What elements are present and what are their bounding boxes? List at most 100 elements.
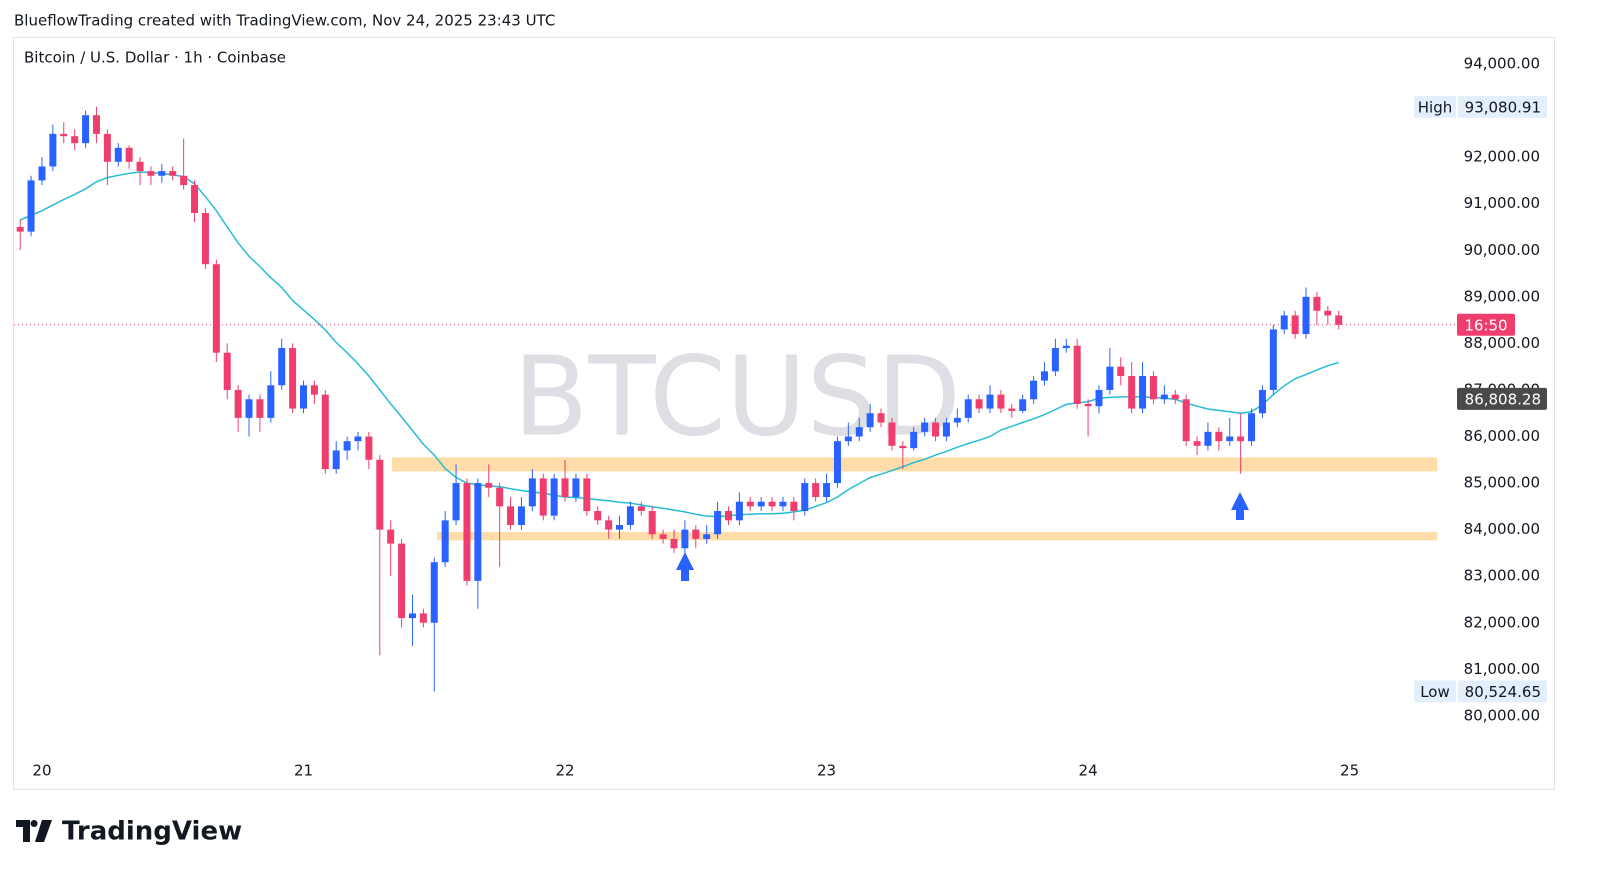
x-tick-label: 23 bbox=[817, 762, 836, 780]
candle-body bbox=[71, 136, 79, 144]
candle-body bbox=[234, 389, 242, 418]
candle-body bbox=[626, 506, 634, 525]
candle-body bbox=[1095, 389, 1103, 407]
candle-body bbox=[387, 529, 395, 544]
candle-body bbox=[278, 348, 286, 386]
candle-body bbox=[605, 520, 613, 530]
logo-icon bbox=[16, 820, 52, 842]
y-tick-label: 82,000.00 bbox=[1464, 613, 1540, 631]
candle-body bbox=[60, 133, 68, 137]
zone bbox=[436, 531, 1438, 541]
candle-body bbox=[16, 226, 24, 232]
candle-body bbox=[1280, 315, 1288, 330]
candle-body bbox=[1051, 348, 1059, 372]
candle-body bbox=[245, 399, 253, 418]
candle-body bbox=[191, 185, 199, 214]
candle-body bbox=[201, 213, 209, 265]
candle-body bbox=[343, 441, 351, 451]
candle-body bbox=[1324, 310, 1332, 316]
ma-label-box bbox=[1457, 387, 1547, 410]
y-tick-label: 80,000.00 bbox=[1464, 706, 1540, 724]
candle-body bbox=[964, 399, 972, 418]
candle-body bbox=[790, 501, 798, 512]
candle-body bbox=[419, 613, 427, 623]
candle-body bbox=[300, 385, 308, 409]
extreme-label-value: 93,080.91 bbox=[1465, 98, 1541, 116]
candle-body bbox=[474, 483, 482, 581]
candle-body bbox=[735, 501, 743, 521]
candle-body bbox=[594, 511, 602, 521]
candle-body bbox=[779, 501, 787, 507]
candle-body bbox=[1193, 441, 1201, 446]
candle-body bbox=[507, 506, 515, 525]
candle-body bbox=[1040, 371, 1048, 381]
candle-body bbox=[986, 394, 994, 409]
x-tick-label: 22 bbox=[555, 762, 574, 780]
y-tick-label: 94,000.00 bbox=[1464, 55, 1540, 73]
plot bbox=[14, 106, 1455, 692]
ma-label: 86,808.28 bbox=[1465, 390, 1541, 408]
candle-body bbox=[1237, 436, 1245, 442]
candle-body bbox=[92, 115, 100, 134]
candle-body bbox=[1226, 436, 1234, 442]
candle-body bbox=[1106, 366, 1114, 390]
candle-body bbox=[180, 175, 188, 186]
logo-text: TradingView bbox=[62, 817, 242, 847]
candle-body bbox=[724, 511, 732, 521]
candle-body bbox=[823, 483, 831, 498]
candle-body bbox=[376, 459, 384, 530]
candle-body bbox=[310, 385, 318, 395]
candle-body bbox=[1030, 380, 1038, 400]
candle-body bbox=[103, 133, 111, 162]
candle-body bbox=[1171, 394, 1179, 400]
candle-body bbox=[1215, 431, 1223, 442]
watermark: BTCUSD bbox=[513, 332, 961, 460]
candle-body bbox=[1008, 408, 1016, 411]
arrow-up bbox=[1231, 492, 1249, 520]
candle-body bbox=[550, 478, 558, 516]
candle-body bbox=[1128, 375, 1136, 409]
candle-body bbox=[801, 483, 809, 512]
x-tick-label: 21 bbox=[294, 762, 313, 780]
candle-body bbox=[158, 171, 166, 176]
candle-body bbox=[289, 348, 297, 409]
candle-body bbox=[82, 115, 90, 144]
candle-body bbox=[670, 538, 678, 549]
candle-body bbox=[1182, 399, 1190, 442]
y-tick-label: 83,000.00 bbox=[1464, 567, 1540, 585]
candle-body bbox=[441, 520, 449, 563]
candle-body bbox=[1335, 315, 1343, 325]
candle-body bbox=[583, 478, 591, 512]
candle-body bbox=[1062, 345, 1070, 349]
candle-body bbox=[1204, 431, 1212, 446]
chart-title: Bitcoin / U.S. Dollar · 1h · Coinbase bbox=[24, 49, 286, 67]
countdown-box bbox=[1457, 313, 1515, 336]
candle-body bbox=[561, 478, 569, 498]
candle-body bbox=[147, 171, 155, 176]
candle-body bbox=[866, 413, 874, 428]
x-tick-label: 20 bbox=[32, 762, 51, 780]
y-tick-label: 91,000.00 bbox=[1464, 194, 1540, 212]
candle-body bbox=[768, 501, 776, 507]
candle-body bbox=[1291, 315, 1299, 335]
candle-body bbox=[1139, 375, 1147, 409]
candle-body bbox=[1073, 345, 1081, 404]
candle-body bbox=[714, 511, 722, 535]
candle-body bbox=[812, 483, 820, 498]
y-tick-label: 85,000.00 bbox=[1464, 474, 1540, 492]
candle-body bbox=[1248, 413, 1256, 442]
candle-body bbox=[27, 180, 35, 232]
candle-body bbox=[365, 436, 373, 460]
candle-body bbox=[452, 483, 460, 521]
candle-body bbox=[398, 543, 406, 619]
candle-body bbox=[496, 487, 504, 507]
candle-body bbox=[997, 394, 1005, 409]
candle-body bbox=[681, 529, 689, 549]
candle-body bbox=[136, 161, 144, 172]
candle-body bbox=[114, 147, 122, 162]
candle-body bbox=[223, 352, 231, 390]
candle-body bbox=[485, 483, 493, 488]
y-tick-label: 90,000.00 bbox=[1464, 241, 1540, 259]
candle-body bbox=[1160, 394, 1168, 400]
